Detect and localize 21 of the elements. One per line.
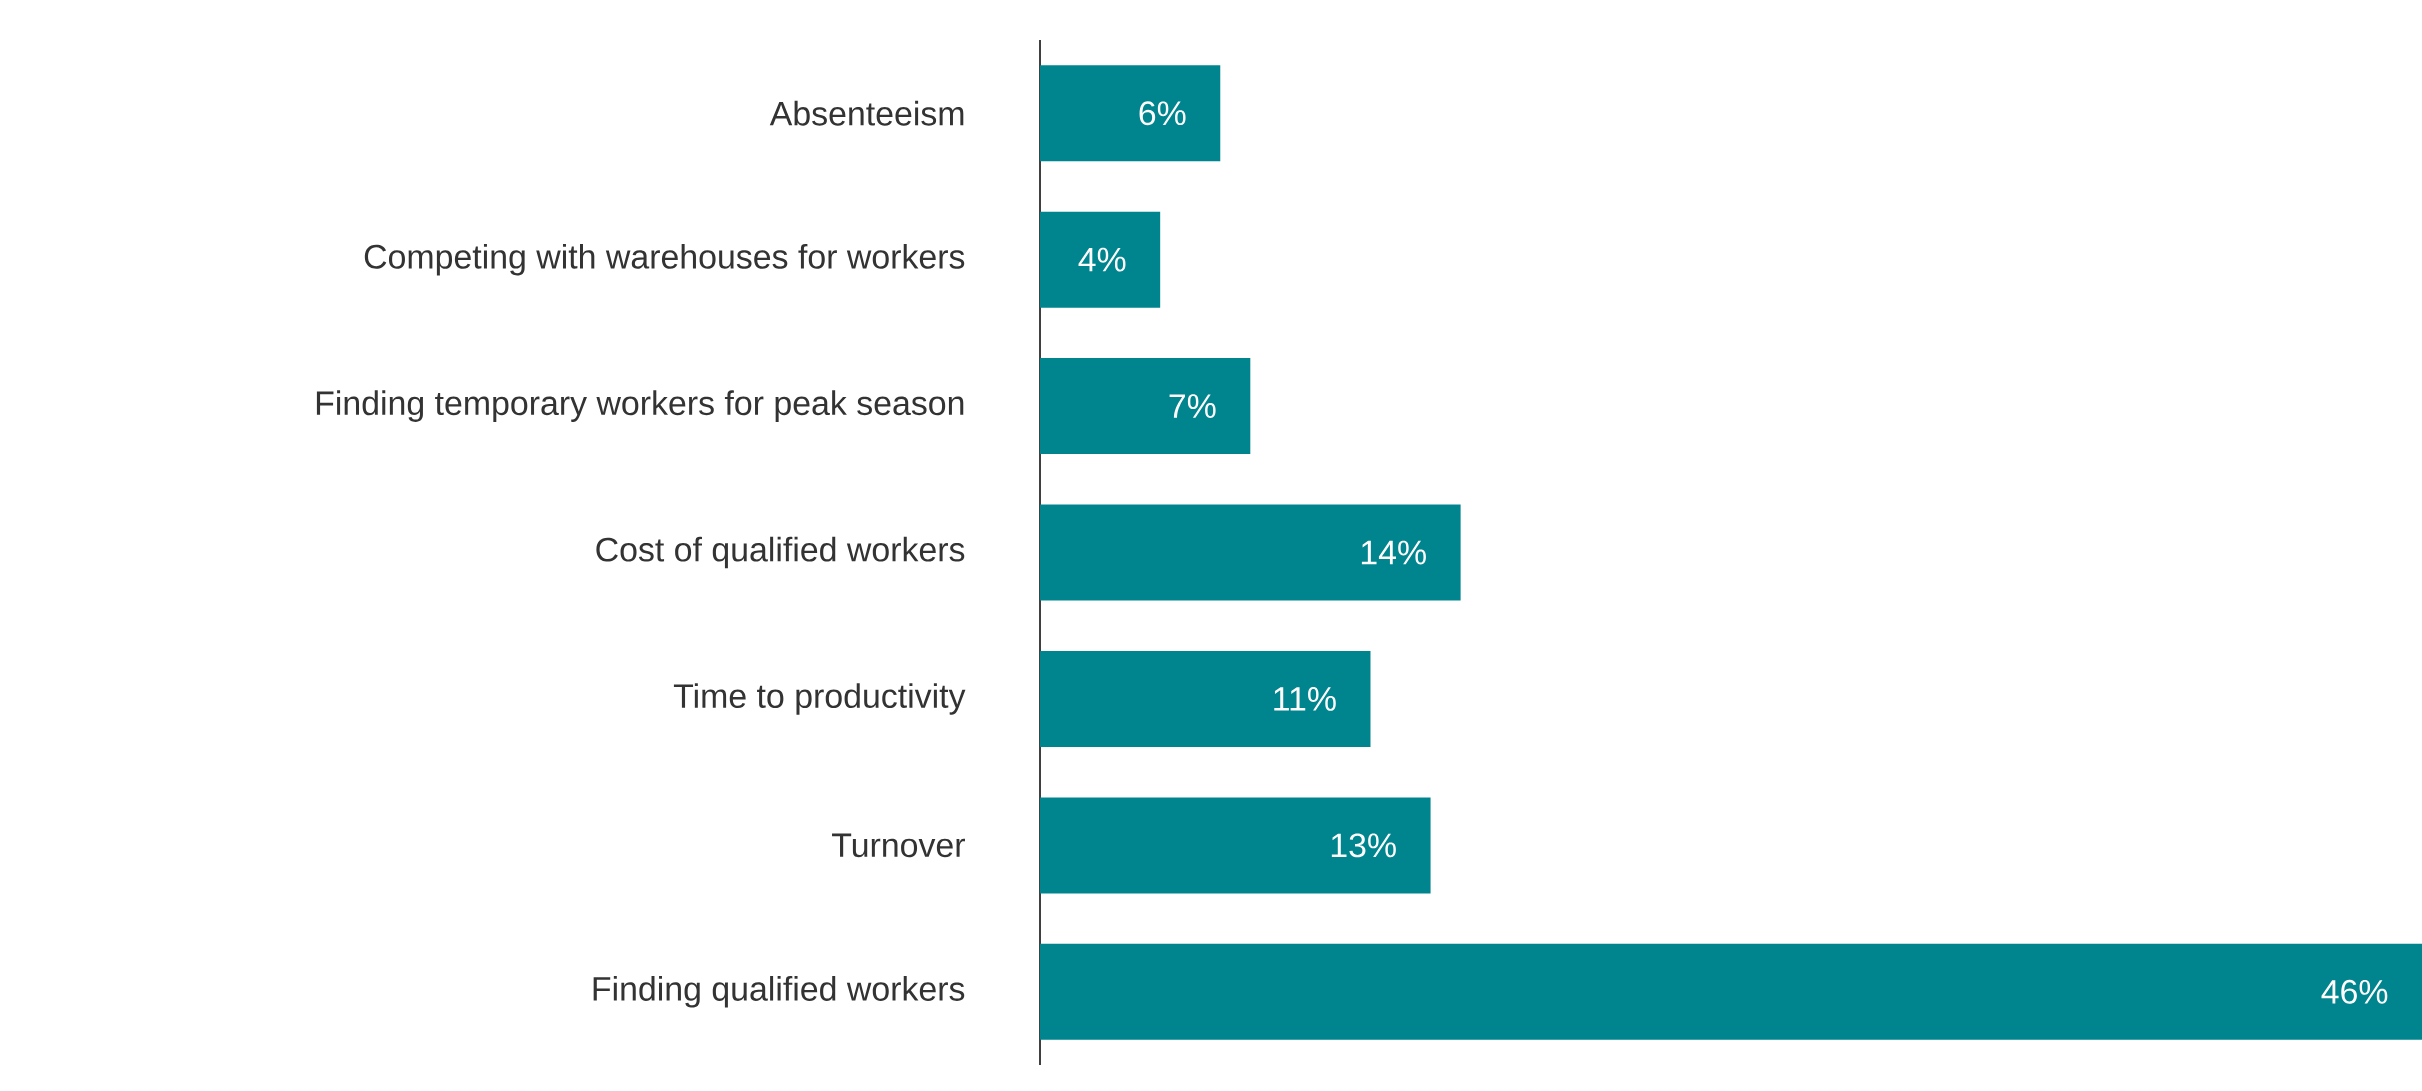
y-tick-label: Time to productivity bbox=[673, 683, 966, 715]
y-tick-label: Finding qualified workers bbox=[593, 976, 965, 1008]
data-label: 11% bbox=[1274, 687, 1336, 711]
data-label: 7% bbox=[1169, 394, 1216, 418]
bar bbox=[1040, 797, 1431, 894]
bar bbox=[1040, 650, 1371, 747]
bar bbox=[1040, 65, 1221, 162]
bar bbox=[1040, 358, 1251, 455]
data-label: 6% bbox=[1139, 101, 1186, 126]
data-label: 46% bbox=[2321, 979, 2388, 1004]
y-tick-label: Finding temporary workers for peak season bbox=[316, 390, 964, 422]
bar bbox=[1040, 943, 2422, 1040]
bar bbox=[1040, 211, 1161, 308]
bar bbox=[1040, 504, 1461, 601]
y-tick-label: Absenteeism bbox=[769, 100, 964, 126]
y-tick-label: Turnover bbox=[832, 833, 965, 858]
y-tick-label: Cost of qualified workers bbox=[596, 536, 965, 569]
y-tick-label: Competing with warehouses for workers bbox=[364, 243, 965, 276]
data-label: 13% bbox=[1331, 833, 1396, 858]
data-label: 14% bbox=[1361, 540, 1426, 565]
data-label: 4% bbox=[1078, 247, 1126, 272]
